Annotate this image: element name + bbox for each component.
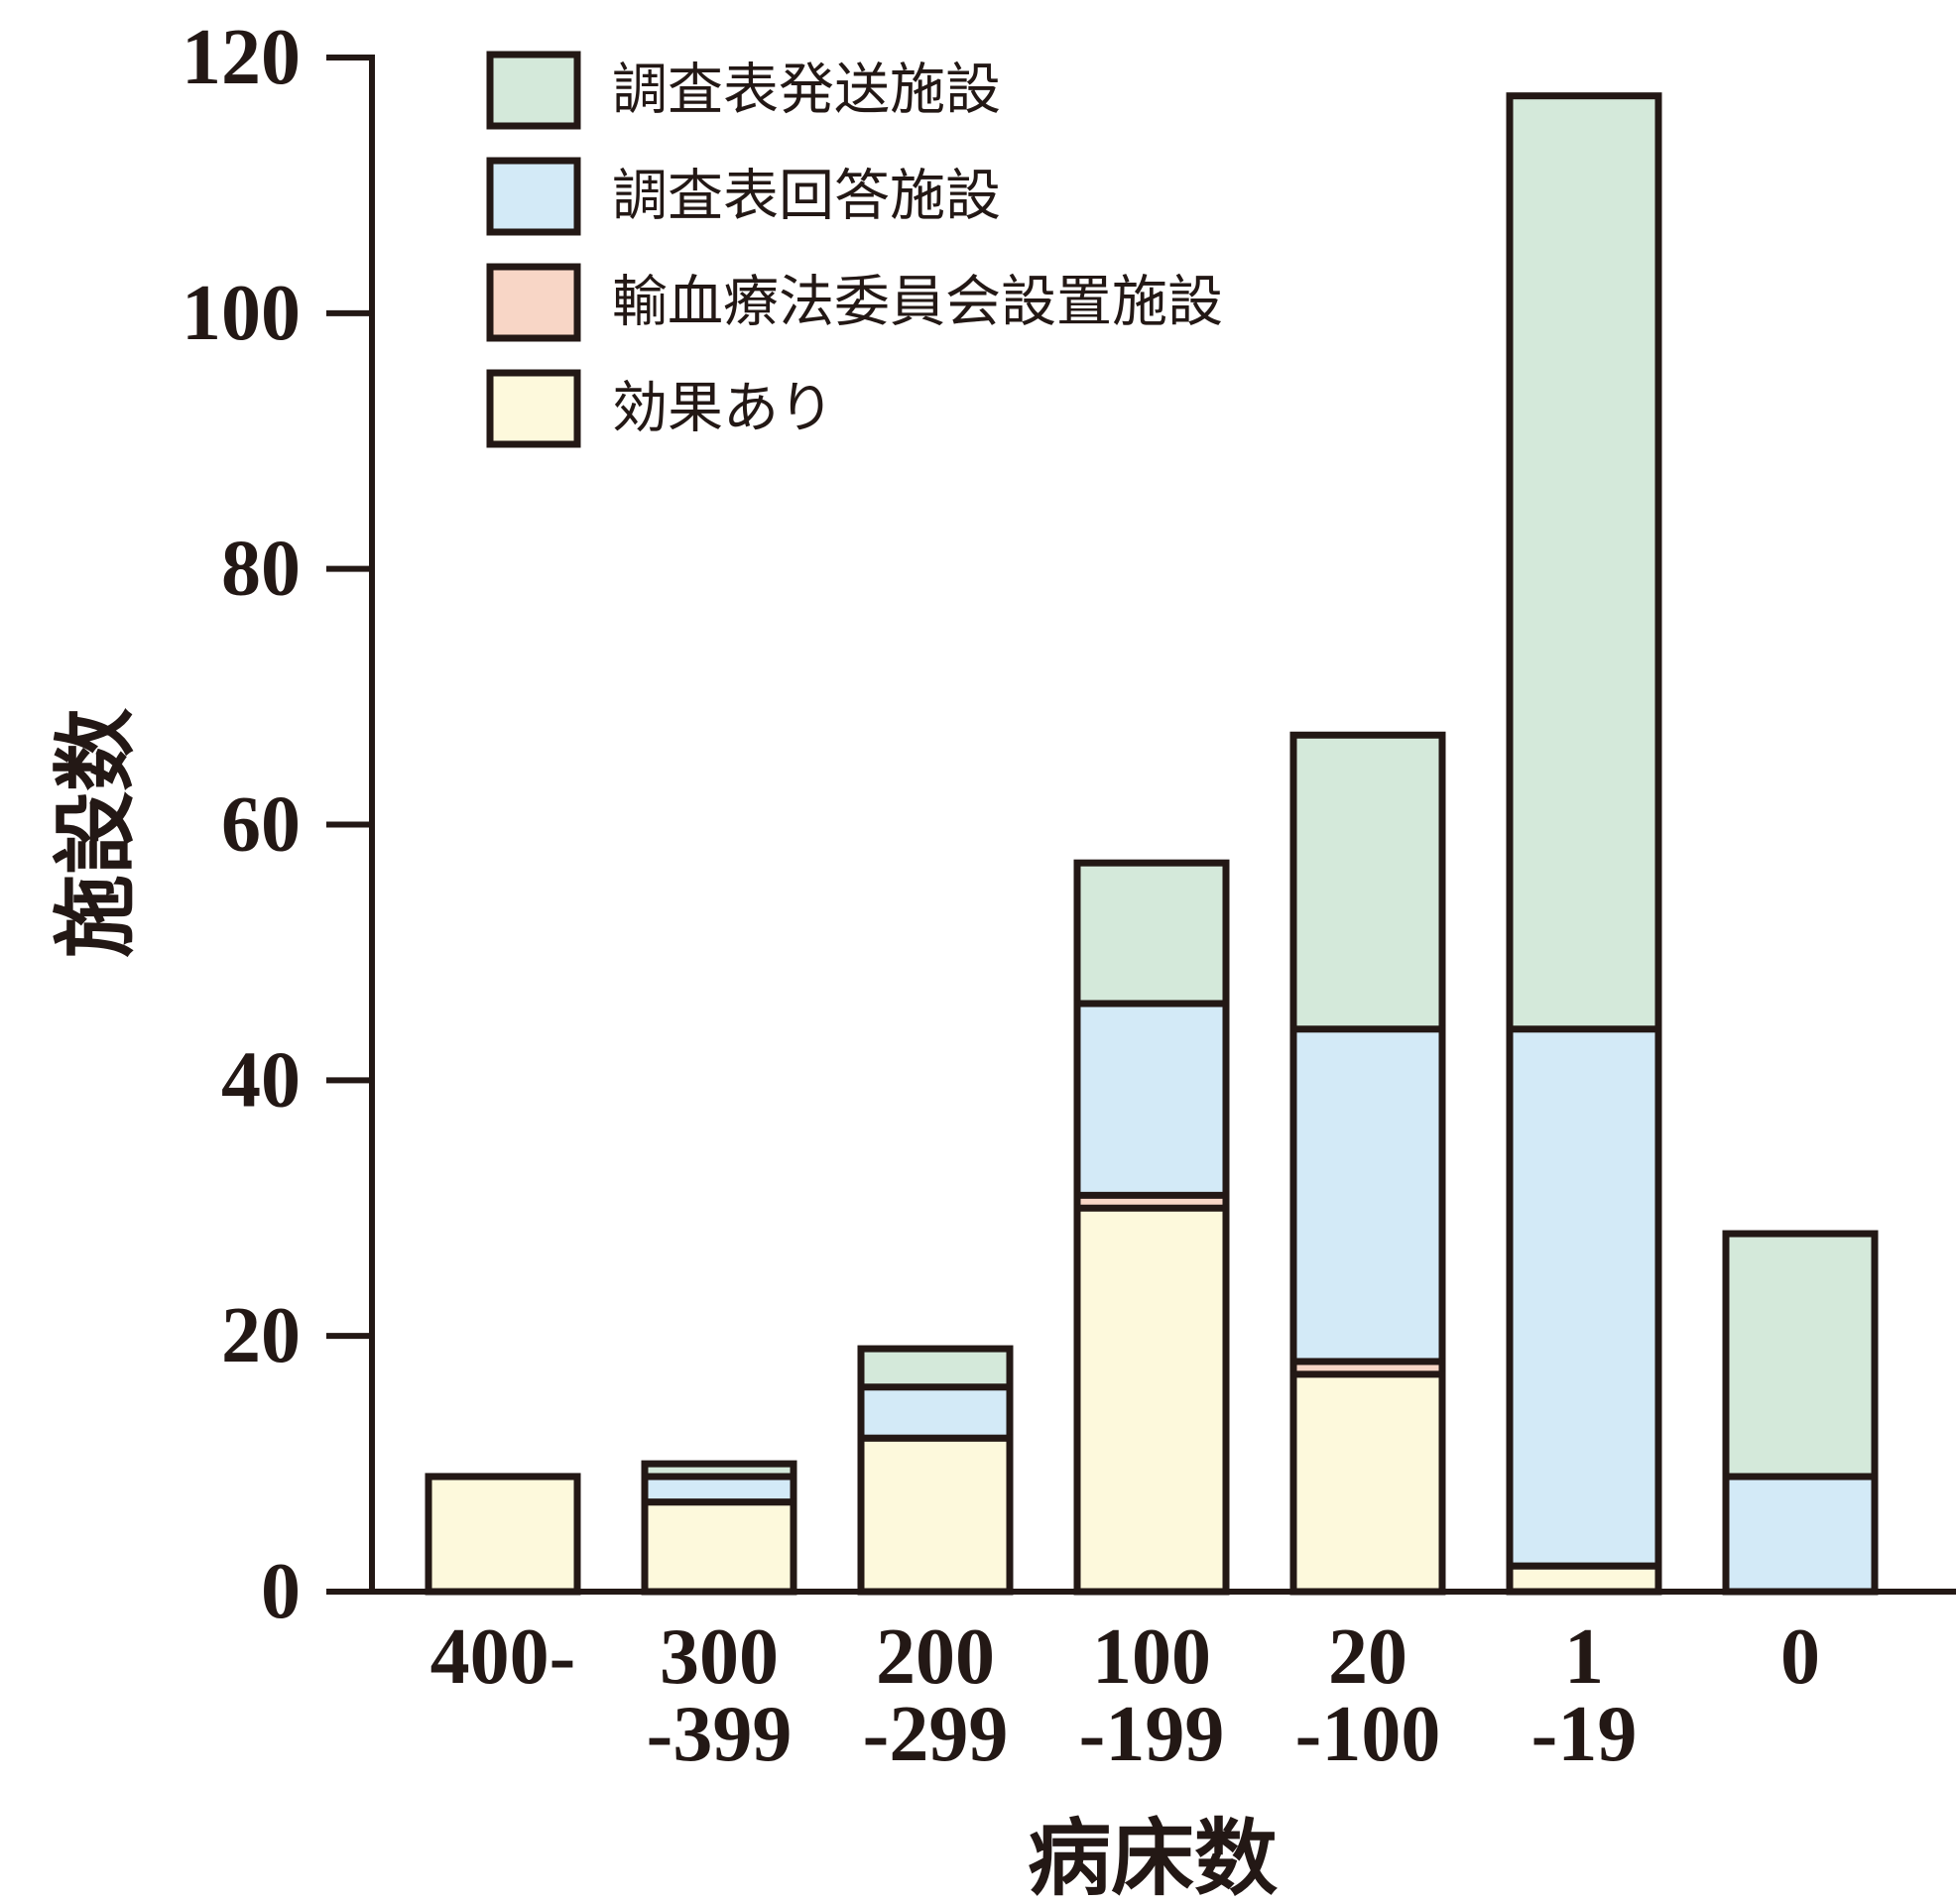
bar-segment-4-4 xyxy=(1073,1204,1230,1596)
x-ticks-group: 400- 300-399 200-299 100-199 20-100 1-19 0 xyxy=(430,1613,1820,1778)
legend-label-4: 効果あり xyxy=(612,377,834,441)
bar-segment-2-7 xyxy=(1722,1473,1879,1596)
bar-segment-4-1 xyxy=(425,1473,581,1596)
y-tick-label: 100 xyxy=(182,270,301,357)
bar-segment-2-6 xyxy=(1506,1025,1662,1596)
x-tick-label: 0 xyxy=(1780,1613,1820,1701)
x-tick-label: -19 xyxy=(1531,1691,1638,1778)
y-tick-label: 80 xyxy=(221,526,301,613)
x-tick-label: 1 xyxy=(1564,1613,1604,1701)
legend-swatch-2 xyxy=(486,157,581,236)
x-tick-label: 20 xyxy=(1328,1613,1407,1701)
legend-swatch-3 xyxy=(486,263,581,342)
bar-segment-4-6 xyxy=(1506,1562,1662,1596)
x-tick-label: 300 xyxy=(660,1613,779,1701)
y-ticks-group: 0 20 40 60 80 100 120 xyxy=(182,14,372,1635)
y-tick-label: 120 xyxy=(182,14,301,101)
legend-label-1: 調査表発送施設 xyxy=(612,59,1001,123)
y-tick-label: 20 xyxy=(221,1292,301,1379)
x-tick-label: -299 xyxy=(863,1691,1009,1778)
legend-label-2: 調査表回答施設 xyxy=(612,165,1001,229)
legend-swatch-1 xyxy=(486,51,581,130)
x-axis-title: 病床数 xyxy=(1028,1814,1278,1904)
bar-segment-4-2 xyxy=(641,1498,797,1596)
legend-swatch-4 xyxy=(486,369,581,448)
bars-group xyxy=(425,92,1879,1596)
x-tick-label: 400- xyxy=(430,1613,576,1701)
y-tick-label: 0 xyxy=(261,1548,301,1635)
x-tick-label: 200 xyxy=(876,1613,995,1701)
x-tick-label: -399 xyxy=(647,1691,793,1778)
bar-segment-4-5 xyxy=(1289,1370,1446,1596)
x-tick-label: 100 xyxy=(1092,1613,1211,1701)
y-tick-label: 40 xyxy=(221,1036,301,1124)
y-axis-title: 施設数 xyxy=(52,708,144,958)
bar-segment-4-3 xyxy=(857,1434,1014,1596)
x-tick-label: -100 xyxy=(1295,1691,1441,1778)
y-tick-label: 60 xyxy=(221,781,301,869)
x-tick-label: -199 xyxy=(1079,1691,1225,1778)
legend-label-3: 輸血療法委員会設置施設 xyxy=(612,271,1223,335)
